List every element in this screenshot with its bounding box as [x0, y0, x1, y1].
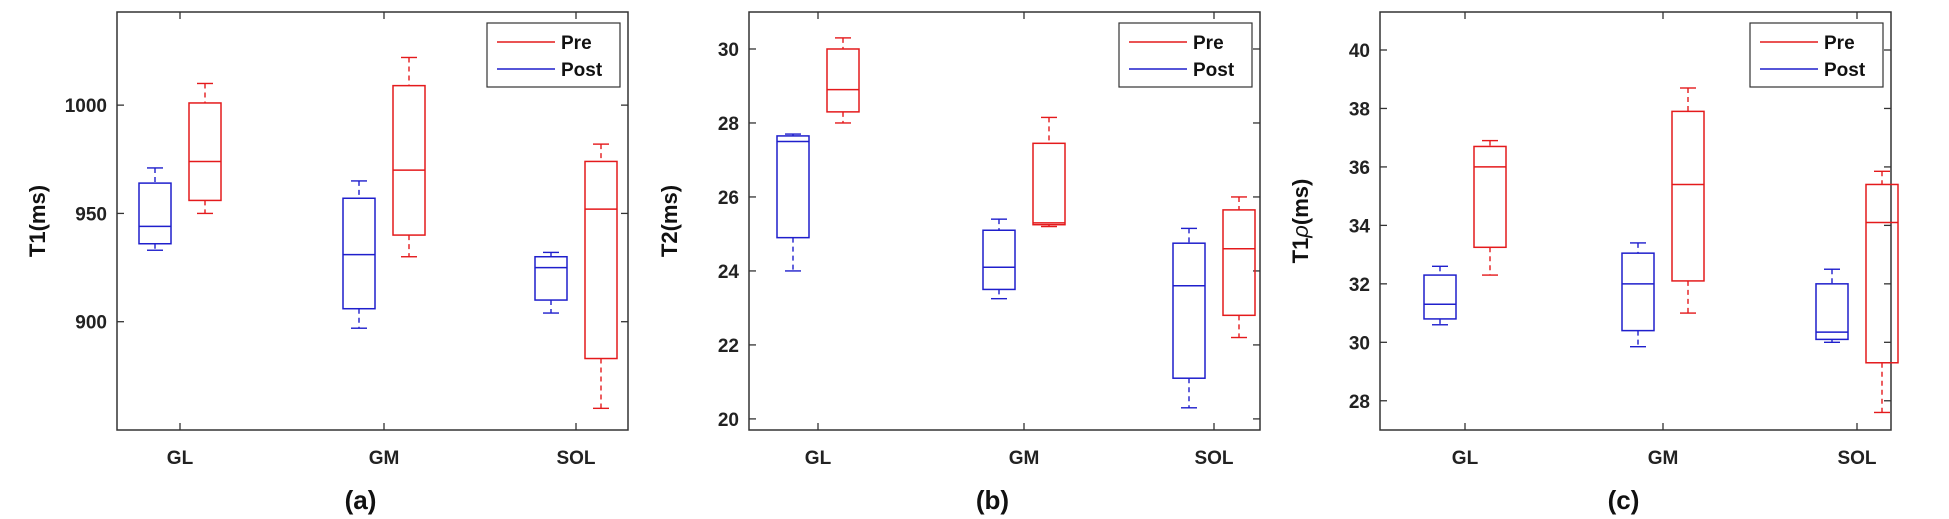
box-pre-gm	[1671, 87, 1705, 314]
x-tick-label: GL	[1452, 448, 1479, 469]
y-tick-label: 1000	[65, 96, 107, 117]
box-post-gl	[138, 167, 172, 251]
axes-frame	[748, 11, 1261, 431]
box-post-gl	[1423, 265, 1457, 326]
box-iqr	[826, 48, 860, 113]
box-iqr	[138, 182, 172, 245]
box-iqr	[188, 102, 222, 202]
legend-label-post: Post	[561, 60, 603, 81]
box-iqr	[1671, 110, 1705, 282]
legend-label-pre: Pre	[1824, 33, 1855, 54]
box-post-sol	[534, 251, 568, 314]
y-tick-label: 20	[718, 410, 739, 431]
box-iqr	[342, 197, 376, 310]
panel-label: (b)	[976, 485, 1009, 515]
x-tick-label: SOL	[556, 448, 595, 469]
y-axis-label: T1ρ(ms)	[1288, 179, 1313, 264]
legend-label-pre: Pre	[1193, 33, 1224, 54]
box-pre-sol	[1865, 170, 1899, 414]
x-tick-label: GM	[369, 448, 400, 469]
box-iqr	[584, 160, 618, 360]
legend-box	[486, 22, 621, 88]
box-pre-gl	[1473, 139, 1507, 276]
axes-frame	[1379, 11, 1892, 431]
y-tick-label: 30	[1349, 333, 1370, 354]
legend: Pre Post	[1118, 22, 1253, 88]
box-iqr	[1621, 252, 1655, 332]
legend-label-post: Post	[1824, 60, 1866, 81]
y-tick-label: 950	[75, 204, 107, 225]
x-tick-label: GM	[1009, 448, 1040, 469]
panel-2: 28 30 32 34 36 38 40 GL GM SOL Pre Post T1ρ(ms) (c)	[1288, 11, 1899, 515]
y-tick-label: 34	[1349, 216, 1371, 237]
box-pre-gm	[392, 56, 426, 258]
x-tick-label: GL	[805, 448, 832, 469]
x-tick-label: GM	[1648, 448, 1679, 469]
box-iqr	[776, 135, 810, 239]
box-iqr	[1172, 242, 1206, 379]
box-iqr	[982, 229, 1016, 291]
box-post-sol	[1172, 227, 1206, 409]
x-tick-label: GL	[167, 448, 194, 469]
box-pre-sol	[584, 143, 618, 410]
y-axis-label: T2(ms)	[657, 185, 682, 257]
y-tick-label: 22	[718, 336, 739, 357]
panel-label: (c)	[1608, 485, 1640, 515]
y-tick-label: 26	[718, 188, 739, 209]
panel-0: 900 950 1000 GL GM SOL Pre Post T1(ms) (a)	[25, 11, 629, 515]
box-post-sol	[1815, 268, 1849, 344]
y-tick-label: 28	[1349, 392, 1370, 413]
box-iqr	[1032, 142, 1066, 226]
x-tick-label: SOL	[1837, 448, 1876, 469]
y-tick-label: 38	[1349, 99, 1370, 120]
box-post-gl	[776, 133, 810, 272]
box-iqr	[1423, 274, 1457, 320]
box-iqr	[534, 255, 568, 301]
box-post-gm	[342, 180, 376, 329]
box-iqr	[1473, 145, 1507, 249]
panel-1: 20 22 24 26 28 30 GL GM SOL Pre Post T2(ms) (b)	[657, 11, 1261, 515]
box-iqr	[1815, 283, 1849, 341]
y-tick-label: 32	[1349, 275, 1370, 296]
box-pre-gl	[826, 37, 860, 124]
box-iqr	[1222, 209, 1256, 317]
box-post-gm	[982, 218, 1016, 300]
box-pre-gl	[188, 82, 222, 215]
legend: Pre Post	[1749, 22, 1884, 88]
box-pre-gm	[1032, 116, 1066, 228]
y-tick-label: 900	[75, 313, 107, 334]
axes-frame	[116, 11, 629, 431]
y-tick-label: 30	[718, 40, 739, 61]
legend-label-pre: Pre	[561, 33, 592, 54]
box-post-gm	[1621, 242, 1655, 348]
legend: Pre Post	[486, 22, 621, 88]
box-iqr	[1865, 183, 1899, 364]
y-tick-label: 28	[718, 114, 739, 135]
legend-box	[1749, 22, 1884, 88]
y-tick-label: 40	[1349, 41, 1370, 62]
panel-label: (a)	[345, 485, 377, 515]
y-tick-label: 36	[1349, 158, 1370, 179]
box-pre-sol	[1222, 196, 1256, 339]
legend-box	[1118, 22, 1253, 88]
y-axis-label: T1(ms)	[25, 185, 50, 257]
x-tick-label: SOL	[1194, 448, 1233, 469]
y-tick-label: 24	[718, 262, 740, 283]
box-iqr	[392, 84, 426, 236]
legend-label-post: Post	[1193, 60, 1235, 81]
